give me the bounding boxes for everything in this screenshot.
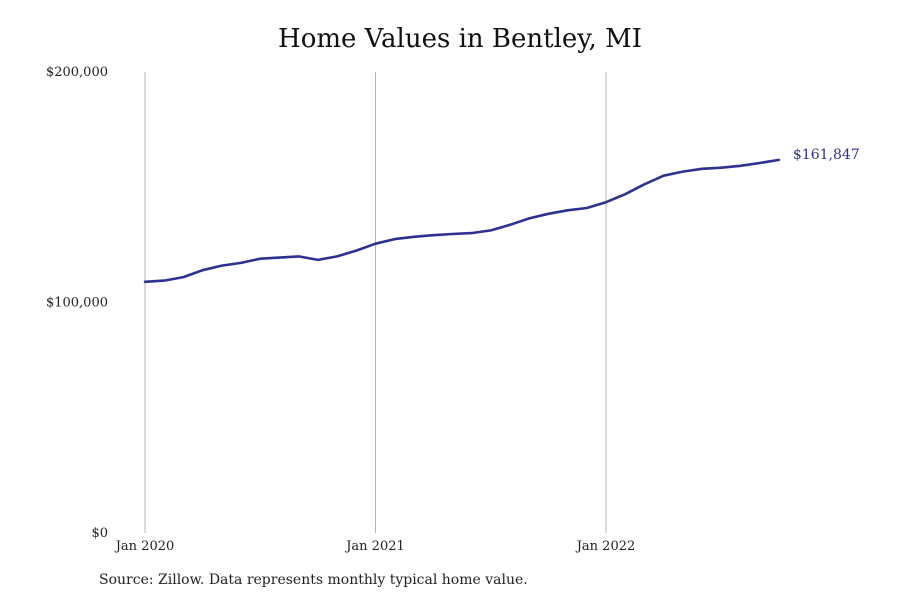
series-layer: $161,847	[143, 147, 860, 284]
x-tick-label: Jan 2021	[344, 539, 405, 554]
source-note: Source: Zillow. Data represents monthly …	[99, 572, 528, 588]
x-tick-label: Jan 2022	[575, 539, 636, 554]
y-tick-label: $0	[91, 526, 108, 541]
y-tick-label: $200,000	[46, 65, 108, 80]
series-line	[143, 158, 781, 284]
end-value-label: $161,847	[793, 147, 860, 163]
y-tick-label: $100,000	[46, 296, 108, 311]
gridlines	[144, 72, 607, 533]
x-tick-label: Jan 2020	[114, 539, 175, 554]
x-axis-ticks: Jan 2020 Jan 2021 Jan 2022	[114, 539, 636, 554]
chart-title: Home Values in Bentley, MI	[278, 24, 642, 54]
y-axis-ticks: $200,000 $100,000 $0	[46, 65, 108, 541]
